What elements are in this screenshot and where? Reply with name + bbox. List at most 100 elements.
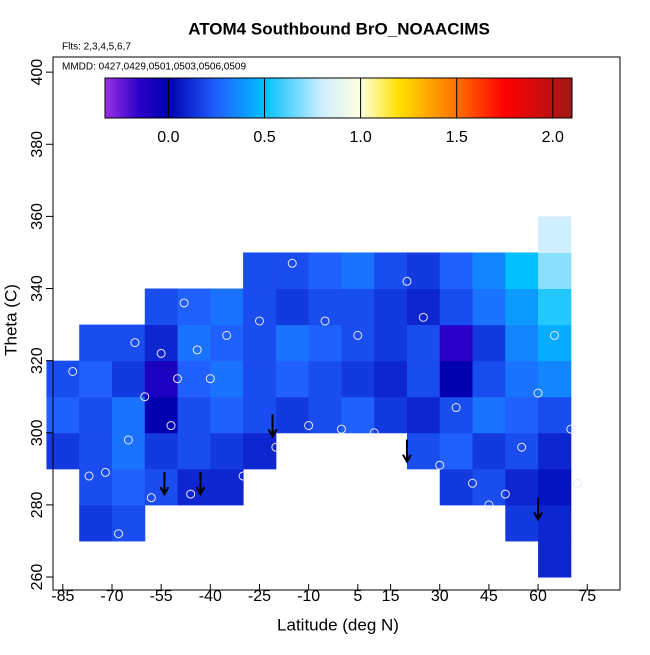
observation: [222, 330, 232, 340]
heat-cell: [472, 360, 506, 398]
heat-cell: [308, 252, 342, 290]
heat-cell: [538, 324, 572, 362]
y-tick-label: 380: [29, 131, 46, 158]
heat-cell: [111, 324, 146, 362]
observation: [336, 424, 346, 434]
heat-cell: [374, 288, 408, 326]
observation: [173, 374, 183, 384]
heat-cell: [210, 288, 244, 326]
heat-cell: [406, 396, 441, 434]
heat-cell: [210, 324, 244, 362]
observation: [68, 366, 78, 376]
observation: [353, 330, 363, 340]
x-tick-label: -10: [297, 588, 320, 605]
colorbar: [104, 77, 573, 119]
heat-cell: [275, 396, 310, 434]
arrow: [195, 472, 206, 497]
y-tick-label: 320: [29, 347, 46, 374]
heat-cell: [472, 396, 506, 434]
y-axis-label: Theta (C): [1, 284, 20, 356]
colorbar-tick-label: 0.5: [253, 129, 275, 146]
observation: [287, 258, 297, 268]
arrow: [402, 439, 412, 464]
x-tick-label: 75: [578, 588, 596, 605]
y-tick-label: 260: [29, 564, 46, 591]
colorbar-tick-label: 1.5: [446, 129, 468, 146]
heat-cell: [79, 396, 113, 434]
heat-cell: [46, 396, 80, 434]
heat-cell: [243, 432, 277, 470]
x-tick-label: 60: [529, 588, 547, 605]
arrow: [267, 414, 278, 439]
heat-cell: [472, 432, 506, 470]
heat-cell: [210, 468, 244, 506]
heat-cell: [439, 468, 474, 506]
heat-cell: [472, 252, 506, 290]
heat-cell: [79, 432, 113, 470]
heat-cell: [144, 432, 179, 470]
observation: [100, 467, 110, 477]
heat-cell: [275, 324, 310, 362]
heat-cell: [439, 288, 474, 326]
heat-cell: [111, 396, 146, 434]
heat-cell: [538, 288, 572, 326]
heat-cell: [341, 324, 375, 362]
heat-cell: [79, 324, 113, 362]
observation: [369, 428, 379, 438]
heat-cell: [538, 360, 572, 398]
heat-cell: [406, 360, 441, 398]
observation: [146, 493, 156, 503]
heat-cell: [111, 468, 146, 506]
observation: [304, 421, 314, 431]
x-tick-label: 30: [431, 588, 449, 605]
heat-cell: [472, 468, 506, 506]
observation: [238, 471, 248, 481]
x-tick-label: -25: [248, 588, 271, 605]
y-tick-label: 280: [29, 491, 46, 518]
observation: [402, 276, 412, 286]
observation: [320, 316, 330, 326]
heat-cell: [439, 396, 474, 434]
heat-cell: [439, 360, 474, 398]
heat-cell: [144, 324, 179, 362]
heat-cell: [538, 216, 572, 253]
heat-cell: [144, 396, 179, 434]
heat-cell: [46, 432, 80, 470]
chart-title: ATOM4 Southbound BrO_NOAACIMS: [188, 19, 490, 38]
heat-cell: [374, 324, 408, 362]
x-tick-label: 15: [382, 588, 400, 605]
heat-cell: [406, 288, 441, 326]
heat-cell: [341, 252, 375, 290]
observation: [254, 316, 264, 326]
heat-cell: [374, 360, 408, 398]
y-tick-label: 360: [29, 203, 46, 230]
x-tick-label: -70: [100, 588, 123, 605]
observation: [192, 345, 202, 355]
heat-cell: [374, 252, 408, 290]
x-tick-label: -55: [150, 588, 173, 605]
observation: [533, 388, 543, 398]
heat-cell: [79, 504, 113, 542]
heat-cell: [472, 324, 506, 362]
heat-cell: [505, 360, 539, 398]
observation: [549, 330, 559, 340]
x-tick-label: 5: [353, 588, 362, 605]
heat-cell: [243, 360, 277, 398]
x-tick-label: -85: [51, 588, 74, 605]
heat-cell: [538, 252, 572, 290]
observation: [179, 298, 189, 308]
heat-cell: [505, 504, 539, 542]
arrow: [159, 472, 170, 497]
observation: [451, 403, 461, 413]
colorbar-tick-label: 1.0: [349, 129, 371, 146]
heat-cell: [472, 288, 506, 326]
heat-cell: [210, 360, 244, 398]
heat-cell: [439, 252, 474, 290]
x-axis-label: Latitude (deg N): [277, 615, 399, 634]
heat-cell: [308, 396, 342, 434]
observation: [123, 435, 133, 445]
heat-cell: [275, 288, 310, 326]
observation: [500, 489, 510, 499]
y-tick-label: 340: [29, 275, 46, 302]
